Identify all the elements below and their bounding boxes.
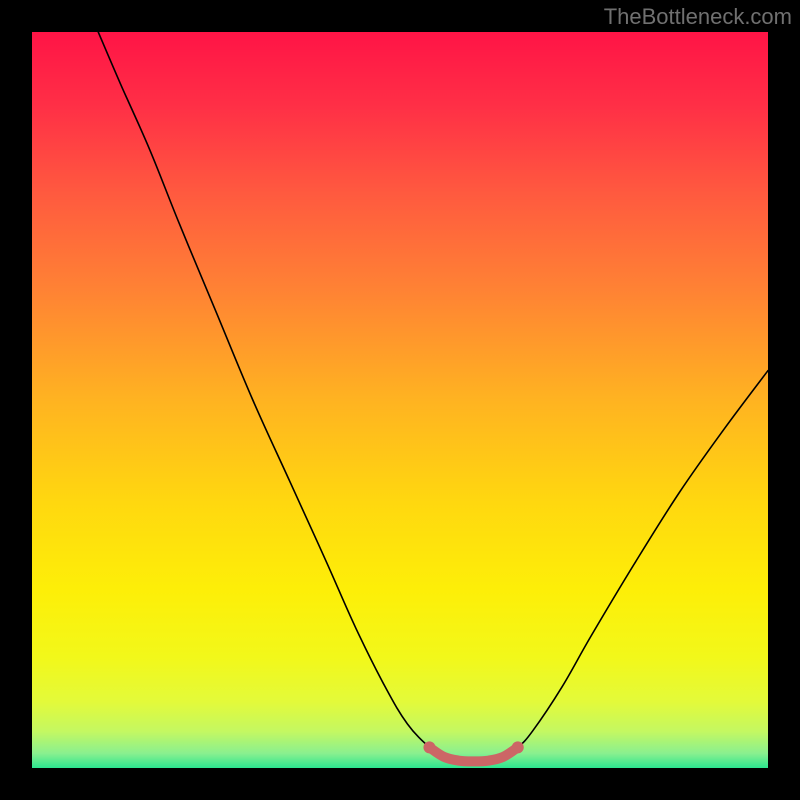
chart-plot-area xyxy=(32,32,768,768)
chart-background-gradient xyxy=(32,32,768,768)
watermark-text: TheBottleneck.com xyxy=(604,4,792,30)
